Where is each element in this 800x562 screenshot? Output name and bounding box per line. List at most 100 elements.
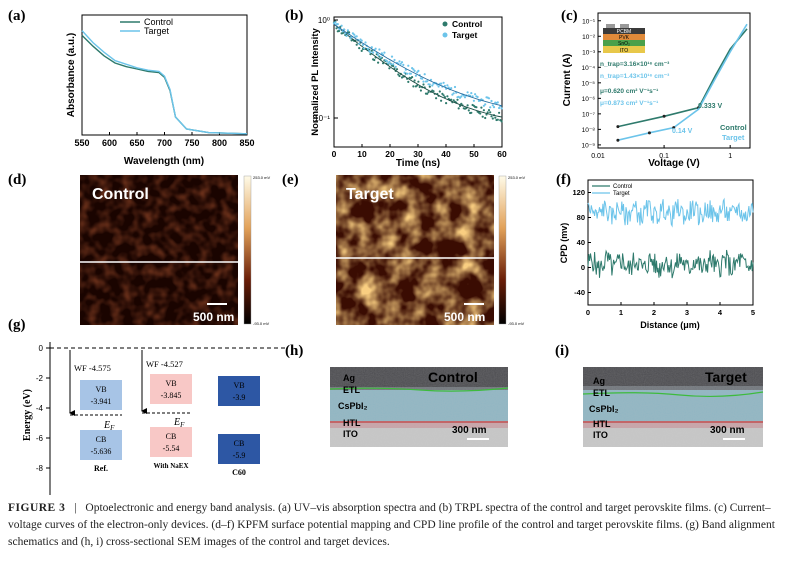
y-tick-label: 0 (39, 344, 44, 353)
kpfm-title-target: Target (346, 186, 394, 203)
data-point-target (414, 74, 417, 77)
chart-c-iv: 0.01 0.1 1 10⁻¹ 10⁻² 10⁻³ 10⁻⁴ 10⁻⁵ 10⁻⁶ 10⁻⁷ 10⁻⁸… (562, 12, 751, 169)
fit-point-target (672, 126, 676, 130)
data-point-target (393, 58, 396, 62)
data-point-target (490, 99, 493, 103)
data-point-control (498, 111, 501, 114)
data-point-target (355, 35, 358, 38)
legend-target: Target (722, 133, 745, 142)
annotation-v-control: 0.333 V (698, 103, 722, 110)
data-point-target (422, 80, 425, 83)
layer-ag: Ag (343, 373, 355, 383)
scale-bar (464, 303, 484, 305)
x-tick-label: 850 (239, 138, 254, 148)
panel-label-f: (f) (556, 172, 571, 188)
y-tick-1e-1: 10⁻¹ (314, 114, 330, 123)
data-point-target (360, 39, 363, 42)
x-axis-label: Voltage (V) (648, 158, 699, 169)
data-point-control (435, 97, 438, 100)
data-point-target (336, 23, 339, 26)
data-point-control (489, 111, 492, 114)
x-tick-label: 10 (357, 149, 367, 159)
data-point-target (399, 62, 402, 65)
data-point-control (475, 106, 478, 109)
data-point-target (403, 71, 406, 74)
data-point-target (489, 106, 492, 109)
x-tick-label: 50 (469, 149, 479, 159)
data-point-target (440, 82, 443, 85)
layer-ito: ITO (343, 429, 358, 439)
y-axis-label: Absorbance (a.u.) (66, 33, 77, 117)
data-point-control (486, 111, 489, 114)
x-axis-label: Distance (μm) (640, 320, 700, 330)
y-tick-label: 10⁻⁹ (582, 142, 596, 149)
data-point-control (360, 49, 363, 53)
data-point-control (450, 98, 453, 101)
data-point-control (426, 92, 429, 95)
data-point-target (484, 103, 487, 106)
panel-label-h: (h) (285, 343, 304, 359)
data-point-control (388, 67, 391, 70)
fit-line-control (333, 23, 503, 118)
data-point-control (419, 89, 422, 92)
y-tick-label: -4 (36, 404, 44, 413)
x-axis-label: Time (ns) (396, 158, 440, 169)
kpfm-map-target: Target 500 nm 253.0 mV -93.0 mV (336, 175, 525, 326)
data-point-target (446, 84, 449, 87)
scale-bar (207, 303, 227, 305)
data-point-control (395, 68, 399, 71)
x-axis-label: Wavelength (nm) (124, 156, 204, 167)
data-point-control (407, 80, 410, 83)
y-tick-label: 10⁻⁴ (582, 65, 596, 72)
data-point-control (484, 116, 487, 120)
data-point-target (372, 51, 375, 54)
data-point-control (480, 106, 483, 109)
data-point-control (413, 79, 416, 82)
data-point-control (358, 47, 361, 50)
x-tick-label: 1 (619, 308, 623, 317)
data-point-target (417, 69, 420, 72)
data-point-control (481, 115, 484, 118)
vb-label-ref: VB (95, 385, 106, 394)
sem-image-control: Control Ag ETL CsPbI₂ HTL ITO 300 nm Tar… (329, 367, 764, 447)
colorbar-bottom-label: -93.0 mV (253, 321, 270, 326)
vb-box-naex (150, 374, 192, 404)
ef-ref: EF (103, 420, 115, 432)
data-point-control (373, 58, 376, 62)
panel-label-a: (a) (8, 8, 26, 24)
data-point-target (334, 21, 337, 24)
kpfm-title-control: Control (92, 186, 149, 203)
vb-label-naex: VB (165, 379, 176, 388)
data-point-control (412, 85, 415, 88)
data-point-target (378, 48, 381, 51)
data-point-control (355, 43, 358, 46)
data-point-target (474, 93, 477, 96)
fit-line-target (333, 23, 503, 107)
layer-etl: ETL (593, 388, 611, 398)
vb-value-c60: -3.9 (233, 393, 246, 402)
stack-layer-pcbm: PCBM (617, 29, 631, 35)
cb-label-ref: CB (96, 435, 107, 444)
y-tick-label: 80 (577, 213, 585, 222)
panel-label-e: (e) (282, 172, 299, 188)
data-point-control (482, 109, 485, 112)
data-point-control (341, 31, 344, 35)
data-point-target (442, 81, 445, 84)
series-line-control (587, 249, 754, 279)
data-point-target (450, 87, 453, 90)
data-point-target (421, 77, 424, 80)
colorbar (498, 175, 507, 325)
kpfm-map-control: Control 500 nm 253.0 mV -93.0 mV (80, 175, 270, 326)
data-point-control (337, 29, 341, 33)
data-point-control (377, 61, 380, 64)
stack-layer-ito: ITO (620, 48, 628, 54)
layer-htl: HTL (593, 419, 611, 429)
data-point-target (463, 96, 467, 99)
data-point-target (364, 41, 367, 44)
annotation-ntrap-target: n_trap=1.43×10¹⁶ cm⁻³ (600, 73, 670, 80)
stack-layer-pvk: PVK (619, 35, 630, 41)
data-point-control (427, 91, 430, 94)
data-point-control (440, 99, 443, 102)
legend-target: Target (144, 26, 170, 36)
cb-box-naex (150, 427, 192, 457)
